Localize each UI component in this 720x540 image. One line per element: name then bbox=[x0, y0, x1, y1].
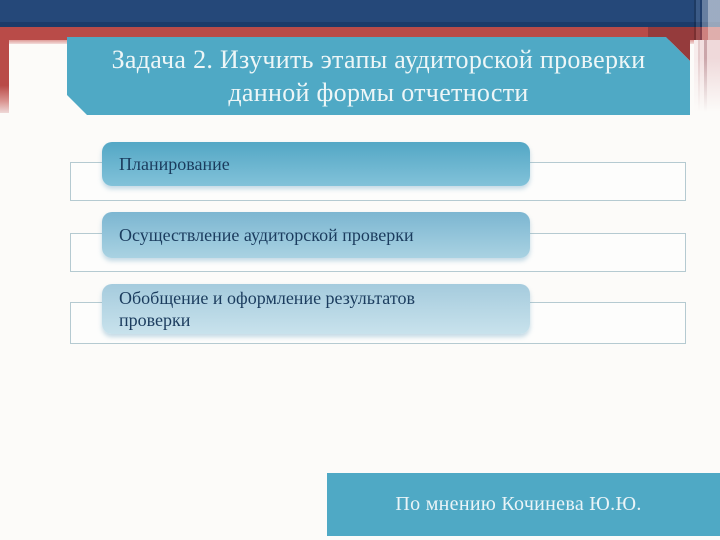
stage-box-planning: Планирование bbox=[102, 142, 530, 186]
stage-label-planning: Планирование bbox=[119, 154, 230, 174]
red-accent-bar bbox=[0, 27, 720, 40]
right-stripe-decoration-top bbox=[694, 0, 720, 40]
stage-box-execution: Осуществление аудиторской проверки bbox=[102, 212, 530, 258]
slide-title: Задача 2. Изучить этапы аудиторской пров… bbox=[111, 45, 646, 107]
slide-title-box: Задача 2. Изучить этапы аудиторской пров… bbox=[67, 37, 690, 115]
folded-corner-accent bbox=[648, 27, 700, 40]
stage-box-results: Обобщение и оформление результатов прове… bbox=[102, 284, 530, 334]
left-accent-strip bbox=[0, 27, 9, 113]
stage-label-results: Обобщение и оформление результатов прове… bbox=[119, 288, 415, 330]
right-stripe-decoration-bottom bbox=[694, 40, 720, 112]
stage-label-execution: Осуществление аудиторской проверки bbox=[119, 225, 414, 245]
top-bar-decoration bbox=[0, 0, 720, 27]
attribution-box: По мнению Кочинева Ю.Ю. bbox=[327, 473, 720, 536]
attribution-text: По мнению Кочинева Ю.Ю. bbox=[395, 493, 642, 515]
